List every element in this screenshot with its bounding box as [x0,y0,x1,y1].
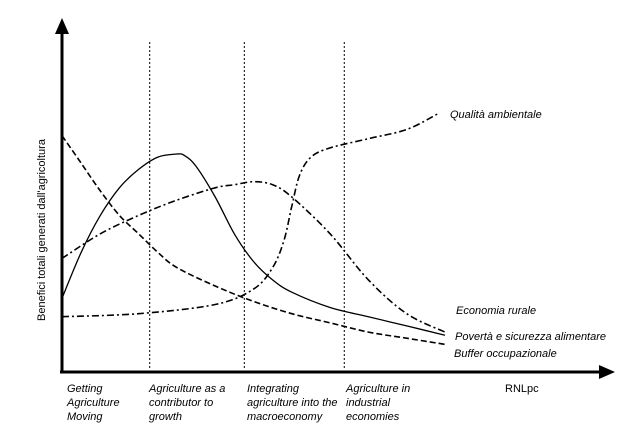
stage-label-1: Getting Agriculture Moving [66,383,120,423]
series-line-4 [61,135,446,346]
series-label-3: Povertà e sicurezza alimentare [455,331,606,343]
series-label-1: Qualità ambientale [450,109,542,121]
y-axis-arrow [55,18,69,34]
series-label-2: Economia rurale [456,305,536,317]
series-line-2 [61,180,446,333]
axes [55,18,615,379]
stage-boundaries [149,42,345,370]
stage-label-2: Agriculture as a contributor to growth [148,383,225,423]
x-axis-label: RNLpc [505,383,539,395]
x-axis-arrow [599,365,615,379]
y-axis-label: Benefici totali generati dall'agricoltur… [36,138,48,321]
stage-label-3: Integrating agriculture into the macroecon… [247,383,338,423]
stage-label-4: Agriculture in industrial economies [345,383,410,423]
series-labels: Qualità ambientale Economia rurale Povertà… [450,109,606,360]
stage-labels: Getting Agriculture Moving Agriculture as a… [66,383,410,423]
series-line-3 [61,153,446,336]
series-label-4: Buffer occupazionale [454,348,557,360]
series-line-1 [61,113,438,318]
series-lines [61,113,446,346]
